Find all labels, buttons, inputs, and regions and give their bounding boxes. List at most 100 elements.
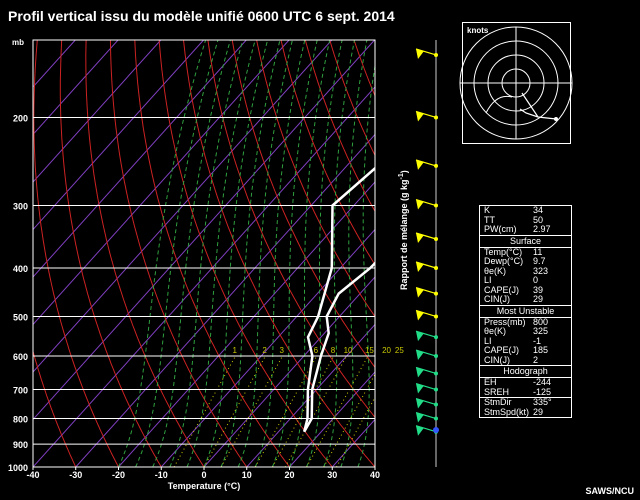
mixing-ratio-line (220, 355, 283, 467)
wind-barb-dot (434, 291, 438, 296)
moist-adiabat-line (323, 40, 355, 467)
dry-adiabat-line (256, 40, 375, 318)
index-row: CIN(J) 2 (480, 355, 571, 366)
hodograph-curve (485, 95, 513, 114)
dry-adiabat-line (231, 40, 375, 369)
y-axis-label: mb (12, 38, 24, 47)
y-tick-label: 900 (13, 440, 28, 450)
index-label: θe(K) (484, 265, 507, 276)
index-row: CAPE(J) 185 (480, 345, 571, 356)
wind-barb (415, 159, 438, 170)
dry-adiabat-line (33, 349, 77, 467)
index-value: 0 (533, 275, 539, 285)
index-label: CAPE(J) (484, 284, 520, 295)
x-tick-label: 20 (284, 470, 294, 480)
moist-adiabat-line (169, 40, 244, 467)
index-label: EH (484, 377, 497, 387)
wind-barb-flag (416, 425, 424, 436)
index-value: 34 (533, 205, 544, 215)
index-value: 800 (533, 316, 549, 327)
moist-adiabat-line (357, 62, 375, 467)
index-row: SREH -125 (480, 386, 571, 398)
surface-wind-dot (433, 427, 439, 433)
mixing-ratio-label: 1 (232, 346, 237, 355)
x-tick-label: 10 (242, 470, 252, 480)
wind-barb-dot (434, 416, 438, 421)
dry-adiabat-line (573, 40, 640, 467)
wind-barb-dot (434, 402, 438, 407)
wind-barb-dot (434, 52, 438, 57)
wind-barb-flag (416, 199, 424, 210)
most-unstable-header: Most Unstable (480, 304, 571, 318)
mixing-ratio-label: 2 (262, 346, 267, 355)
index-row: Press(mb) 800 (480, 316, 571, 328)
index-value: 29 (533, 294, 544, 304)
moist-adiabat-line (271, 40, 318, 467)
mixing-ratio-label: 10 (344, 346, 353, 355)
hodograph-trace (519, 92, 557, 120)
wind-barb (415, 411, 438, 423)
y-tick-label: 400 (13, 264, 28, 274)
index-label: LI (484, 335, 492, 346)
moist-adiabat-line (237, 40, 293, 467)
wind-barb (415, 330, 438, 342)
isotherm-line (289, 371, 375, 467)
index-row: Dewp(°C) 9.7 (480, 256, 571, 267)
moist-adiabat-line (289, 40, 331, 467)
wind-barb (415, 382, 438, 394)
mixing-ratio-label: 20 (382, 346, 391, 355)
wind-barb-flag (416, 48, 424, 59)
wind-barb-flag (416, 350, 424, 361)
index-value: 9.7 (533, 256, 546, 266)
dry-adiabat-line (183, 40, 375, 467)
mixing-ratio-axis-label: Rapport de mélange (g kg-1) (398, 170, 409, 290)
isotherm-line (160, 228, 375, 467)
moist-adiabat-line (118, 40, 207, 467)
dry-adiabat-line (33, 40, 119, 467)
moist-adiabat-line (340, 40, 368, 467)
wind-barb-dot (434, 314, 438, 319)
isotherm-line (0, 40, 33, 467)
wind-barb-dot (434, 387, 438, 392)
dry-adiabat-line (207, 40, 375, 419)
isotherm-line (33, 40, 204, 231)
x-tick-label: -10 (155, 470, 168, 480)
hodograph-units-label: knots (467, 26, 489, 35)
mixing-ratio-line (173, 355, 236, 467)
y-tick-label: 300 (13, 202, 28, 212)
index-value: 325 (533, 326, 549, 336)
x-tick-label: -30 (69, 470, 82, 480)
wind-barb-dot (434, 266, 438, 271)
index-row: LI 0 (480, 275, 571, 286)
moist-adiabat-line (186, 40, 256, 467)
isotherm-line (75, 133, 375, 467)
index-row: K 34 (480, 205, 571, 216)
mixing-ratio-label: 15 (365, 346, 374, 355)
credit-label: SAWS/NCU (585, 486, 634, 496)
index-label: StmSpd(kt) (484, 406, 530, 417)
index-value: 335° (533, 397, 552, 407)
moist-adiabat-line (152, 40, 231, 467)
isotherm-line (246, 323, 375, 467)
index-value: 39 (533, 284, 544, 295)
index-label: TT (484, 214, 495, 225)
y-tick-label: 800 (13, 415, 28, 425)
isotherm-line (33, 40, 333, 373)
isotherm-line (33, 40, 247, 278)
wind-barb-dot (434, 115, 438, 120)
isotherm-line (33, 86, 375, 467)
mixing-ratio-line (323, 373, 375, 467)
index-label: θe(K) (484, 326, 507, 336)
wind-barb-dot (434, 236, 438, 241)
wind-barb-flag (416, 111, 424, 122)
wind-barb-flag (416, 287, 424, 298)
index-value: 50 (533, 214, 544, 225)
index-row: CIN(J) 29 (480, 294, 571, 305)
mixing-ratio-label: 8 (331, 346, 336, 355)
hodograph-header: Hodograph (480, 365, 571, 378)
x-tick-label: -20 (112, 470, 125, 480)
wind-barb (415, 48, 438, 59)
isotherm-line (33, 40, 375, 421)
index-value: -125 (533, 386, 552, 397)
